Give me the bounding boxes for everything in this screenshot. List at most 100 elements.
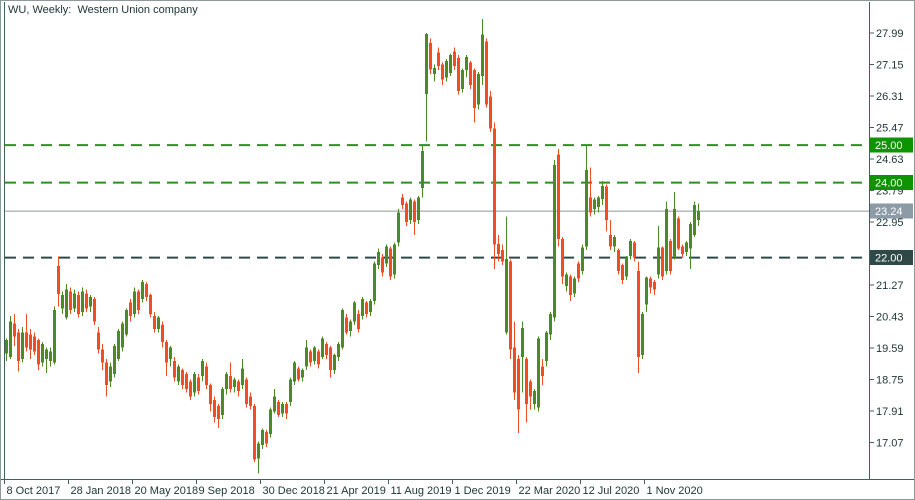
candle-body bbox=[353, 302, 356, 322]
price-badge-label: 25.00 bbox=[875, 140, 903, 152]
candle-body bbox=[369, 300, 372, 312]
candle-body bbox=[425, 34, 428, 95]
candle-body bbox=[697, 211, 700, 221]
candle-body bbox=[325, 343, 328, 356]
candle-body bbox=[661, 247, 664, 277]
candle-body bbox=[617, 250, 620, 271]
candle-body bbox=[237, 381, 240, 391]
y-tick-label: 19.59 bbox=[876, 343, 904, 355]
candle-body bbox=[541, 366, 544, 376]
candle-body bbox=[493, 128, 496, 245]
x-tick-label: 1 Nov 2020 bbox=[647, 485, 703, 497]
candle-body bbox=[225, 373, 228, 389]
candle-body bbox=[653, 282, 656, 290]
candle-body bbox=[85, 293, 88, 309]
candles-layer bbox=[5, 19, 700, 474]
candle-body bbox=[233, 379, 236, 387]
candle-body bbox=[121, 323, 124, 348]
candle-body bbox=[545, 332, 548, 361]
candle-body bbox=[301, 370, 304, 378]
candle-body bbox=[553, 165, 556, 318]
candle-body bbox=[89, 297, 92, 307]
candle-body bbox=[209, 385, 212, 404]
candle-body bbox=[577, 263, 580, 279]
candle-body bbox=[337, 343, 340, 357]
candle-body bbox=[285, 403, 288, 414]
candle-body bbox=[137, 291, 140, 311]
candle-body bbox=[633, 242, 636, 258]
candle-body bbox=[157, 317, 160, 329]
candle-body bbox=[645, 277, 648, 305]
plot-frame bbox=[1, 2, 914, 480]
candle-wick bbox=[46, 347, 47, 373]
candle-body bbox=[409, 199, 412, 221]
current-price-badge[interactable]: 23.24 bbox=[870, 203, 913, 219]
candle-body bbox=[13, 323, 16, 337]
x-tick-label: 22 Mar 2020 bbox=[519, 485, 581, 497]
candle-wick bbox=[590, 167, 591, 217]
price-badge-22.00[interactable]: 22.00 bbox=[870, 250, 913, 266]
candle-body bbox=[141, 282, 144, 299]
candle-body bbox=[525, 358, 528, 404]
x-axis[interactable]: 8 Oct 2017 28 Jan 2018 20 May 2018 9 Sep 20… bbox=[4, 480, 703, 497]
candle-body bbox=[105, 362, 108, 386]
candle-body bbox=[393, 244, 396, 275]
candle-body bbox=[445, 61, 448, 78]
candle-body bbox=[29, 334, 32, 350]
candle-body bbox=[117, 330, 120, 359]
candle-body bbox=[161, 325, 164, 342]
candle-body bbox=[605, 186, 608, 221]
y-tick-label: 24.63 bbox=[876, 154, 904, 166]
candle-body bbox=[93, 298, 96, 322]
candle-body bbox=[229, 375, 232, 389]
candle-body bbox=[597, 197, 600, 207]
candle-body bbox=[41, 343, 44, 363]
candle-body bbox=[297, 368, 300, 380]
candle-body bbox=[249, 396, 252, 406]
candle-body bbox=[25, 332, 28, 348]
candle-body bbox=[61, 295, 64, 309]
x-tick-label: 30 Dec 2018 bbox=[263, 485, 325, 497]
candle-body bbox=[385, 246, 388, 264]
candle-body bbox=[517, 358, 520, 410]
candle-body bbox=[433, 67, 436, 74]
candle-body bbox=[213, 400, 216, 417]
candle-body bbox=[197, 377, 200, 391]
candle-body bbox=[401, 197, 404, 206]
candle-body bbox=[185, 373, 188, 389]
candle-body bbox=[657, 247, 660, 275]
candle-body bbox=[345, 317, 348, 333]
candle-body bbox=[585, 169, 588, 247]
candle-body bbox=[417, 197, 420, 221]
candle-body bbox=[641, 313, 644, 356]
candle-body bbox=[313, 347, 316, 361]
candle-body bbox=[21, 332, 24, 359]
price-badge-label: 23.24 bbox=[875, 206, 903, 218]
candle-body bbox=[333, 355, 336, 371]
candle-body bbox=[189, 381, 192, 397]
x-tick-label: 8 Oct 2017 bbox=[7, 485, 61, 497]
price-badge-24.00[interactable]: 24.00 bbox=[870, 175, 913, 191]
price-badge-25.00[interactable]: 25.00 bbox=[870, 137, 913, 153]
y-tick-label: 25.47 bbox=[876, 123, 904, 135]
candle-body bbox=[221, 388, 224, 416]
candle-body bbox=[357, 313, 360, 329]
candle-body bbox=[241, 368, 244, 386]
y-tick-label: 18.75 bbox=[876, 375, 904, 387]
candle-body bbox=[253, 405, 256, 460]
candle-body bbox=[101, 349, 104, 363]
candle-body bbox=[449, 54, 452, 73]
candle-body bbox=[609, 235, 612, 247]
candle-body bbox=[321, 338, 324, 357]
candle-body bbox=[81, 291, 84, 312]
candle-body bbox=[389, 248, 392, 277]
price-badge-label: 22.00 bbox=[875, 253, 903, 265]
candle-body bbox=[205, 366, 208, 386]
candle-body bbox=[133, 291, 136, 314]
candle-body bbox=[693, 205, 696, 236]
candle-body bbox=[17, 332, 20, 361]
candle-body bbox=[193, 373, 196, 393]
candle-body bbox=[593, 199, 596, 209]
